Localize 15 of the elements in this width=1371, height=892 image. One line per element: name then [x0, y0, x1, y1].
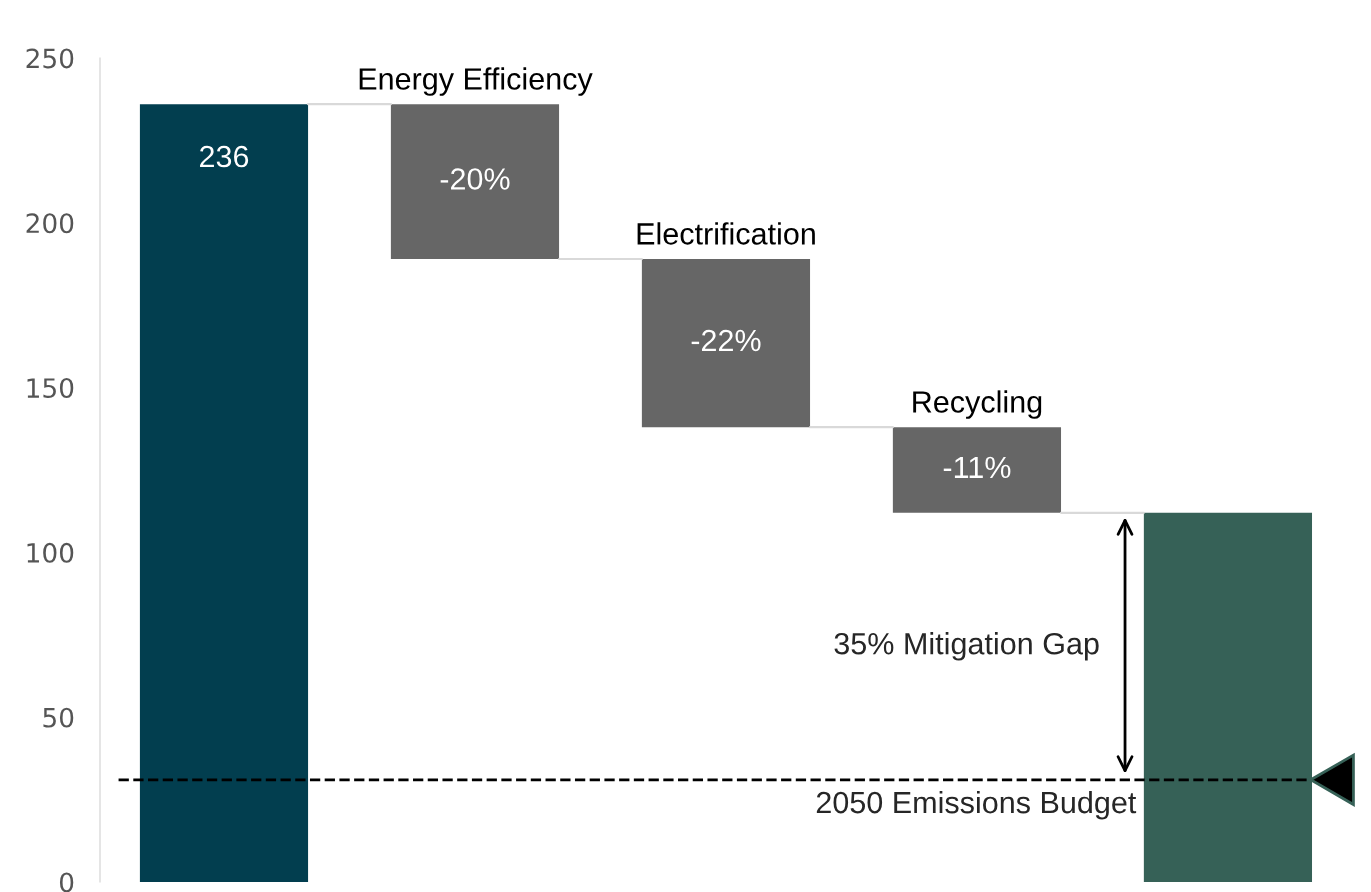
annotation: 35% Mitigation Gap — [834, 632, 1099, 661]
annotation: -22% — [691, 329, 761, 352]
x-tick-label: Energy Efficiency — [359, 67, 593, 96]
y-tick-label: 100 — [27, 542, 74, 563]
y-tick-label: 150 — [27, 378, 74, 398]
x-tick-label: Recycling — [913, 390, 1042, 419]
annotation: -11% — [943, 456, 1011, 479]
y-tick-label: 200 — [26, 213, 74, 234]
ref-line-label: 2050 Emissions Budget — [816, 790, 1137, 820]
data-label: 236 — [200, 145, 249, 168]
y-tick-label: 250 — [26, 48, 74, 69]
y-tick-label: 50 — [43, 707, 74, 728]
y-tick-label: 0 — [59, 872, 74, 892]
annotation: -20% — [440, 168, 510, 190]
x-tick-label: Electrification — [637, 222, 815, 245]
